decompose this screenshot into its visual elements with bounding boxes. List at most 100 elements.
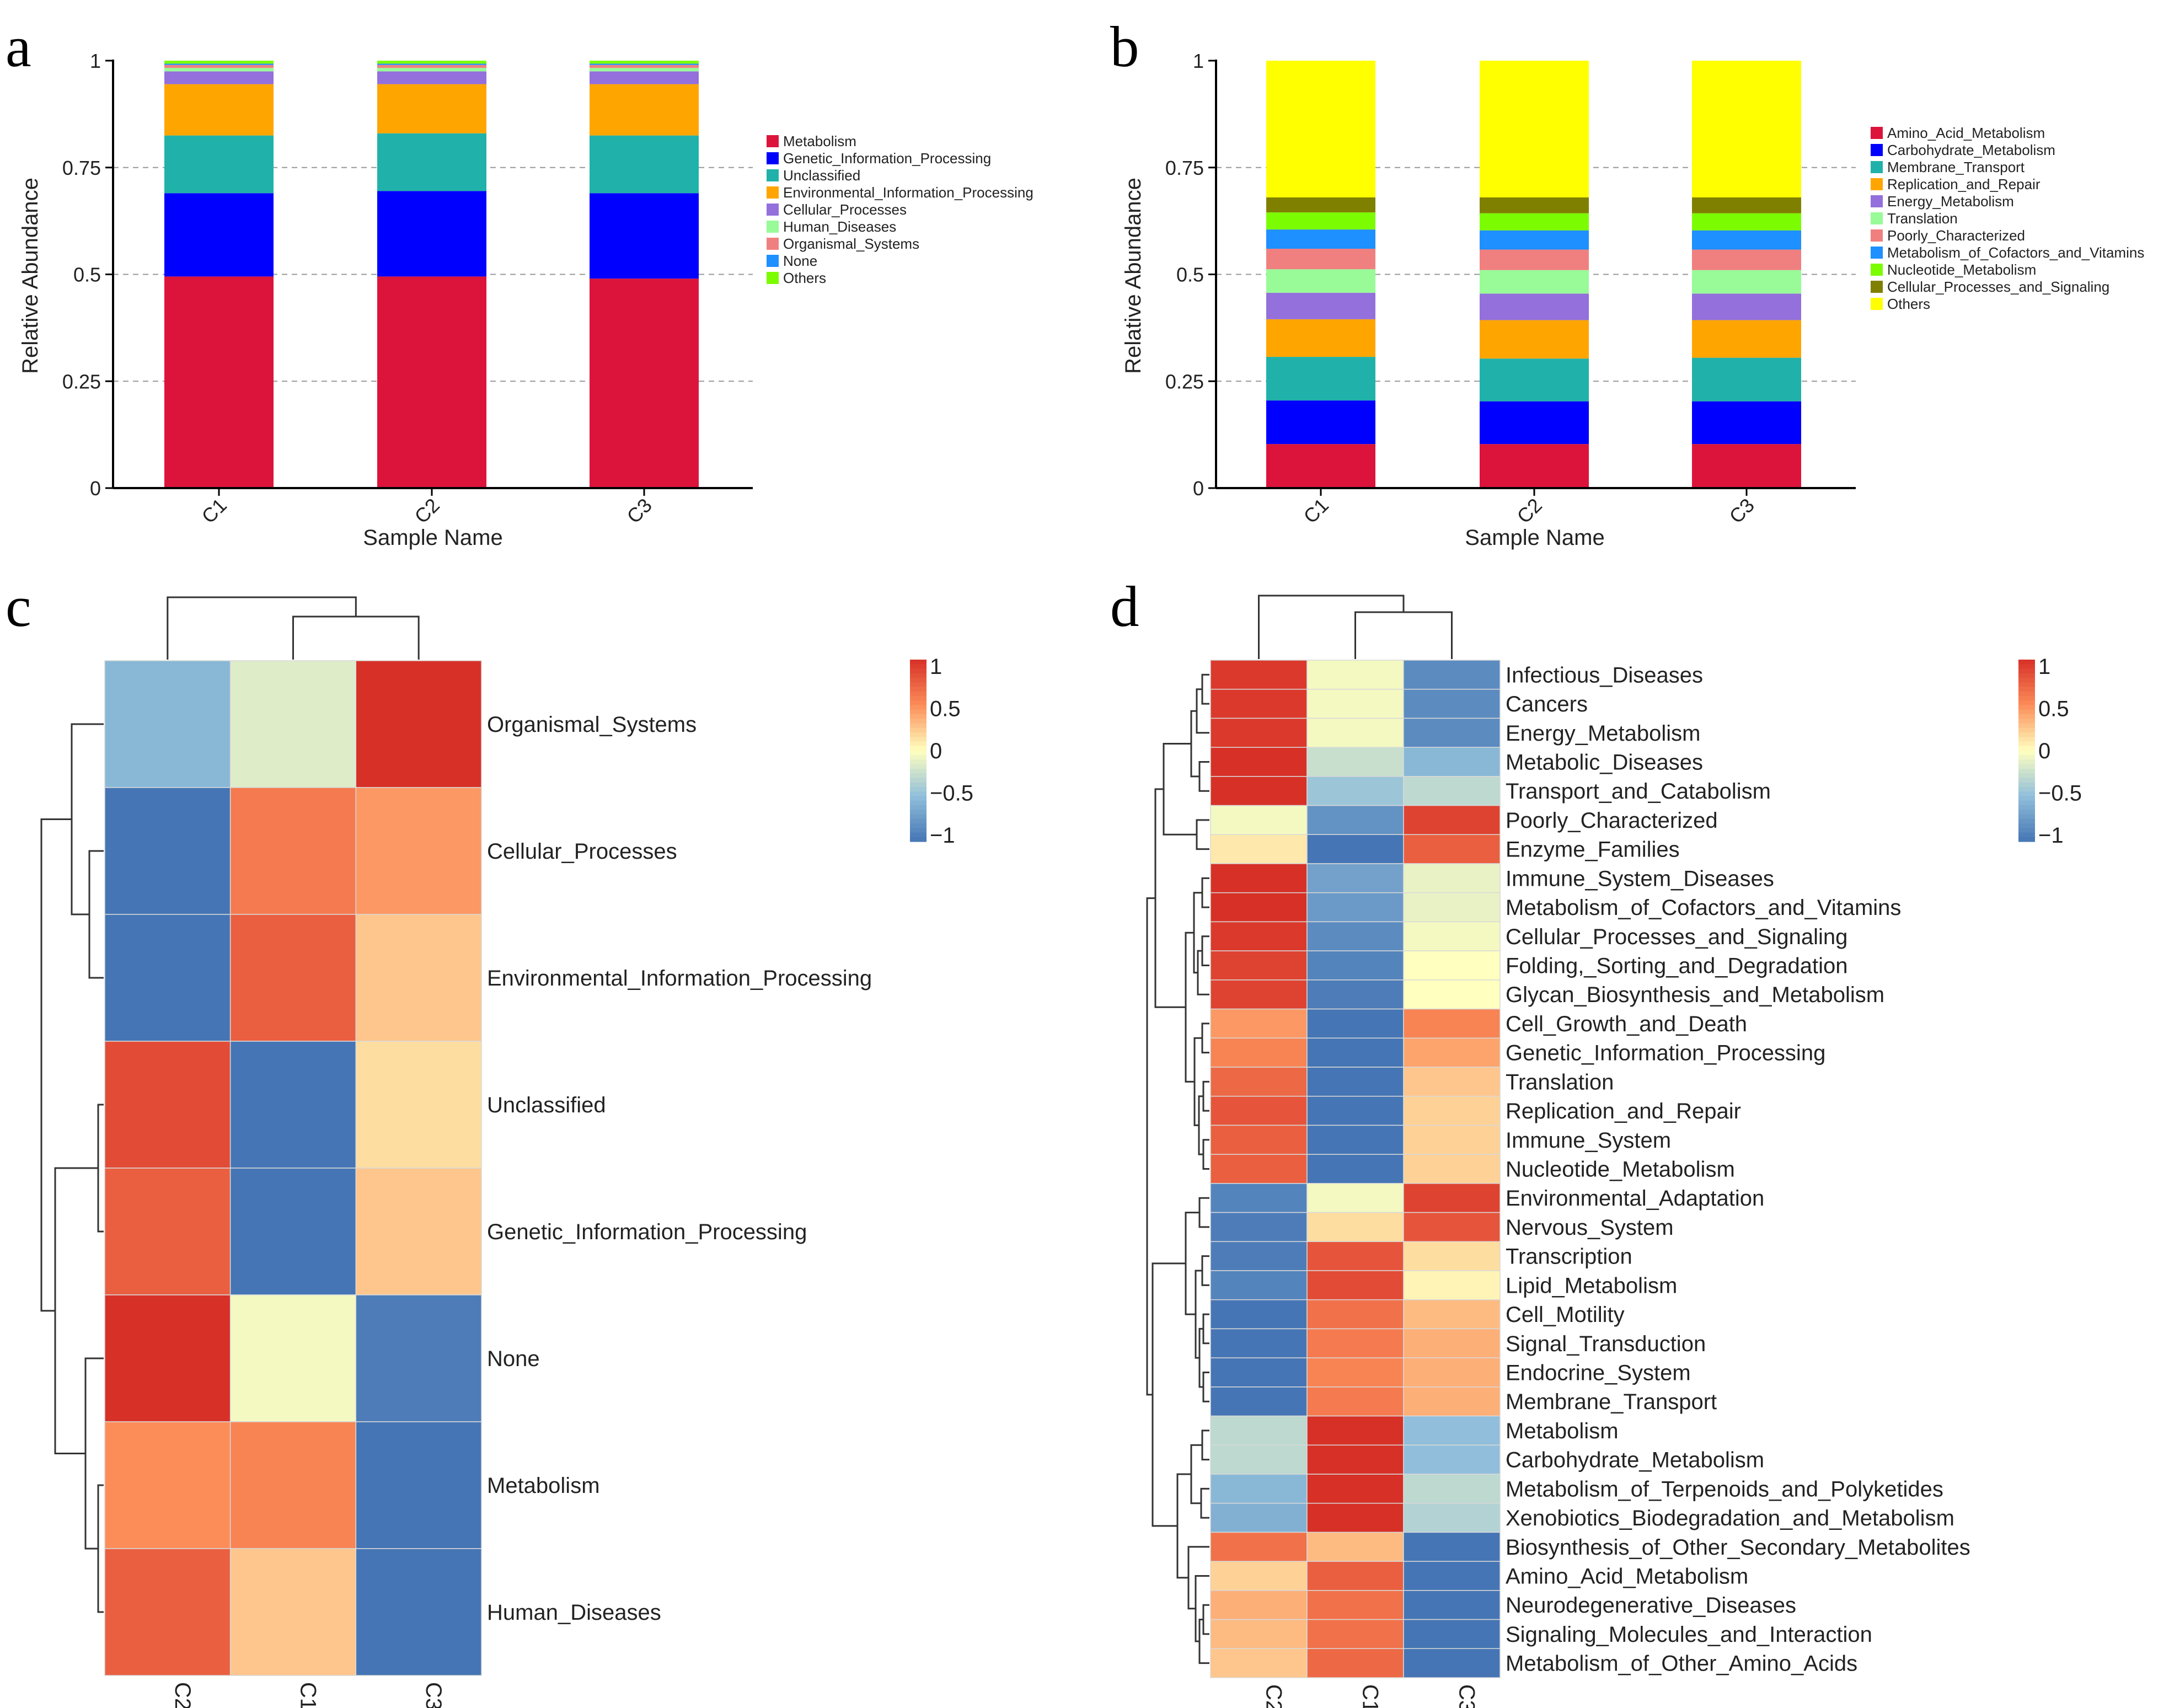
row-labels: Organismal_Systems Cellular_Processes Envi… [487, 713, 872, 1625]
heatmap-cell-translation-c3 [1403, 1067, 1501, 1097]
bar-segment-c1-others [164, 61, 274, 64]
colorbar-tick-label: −1 [2038, 823, 2064, 848]
column-labels: C2 C1 C3 [170, 1682, 446, 1708]
row-label: Amino_Acid_Metabolism [1506, 1565, 1748, 1589]
heatmap-cell-metabolism-c2 [1210, 1415, 1308, 1446]
colorbar-segment [2018, 818, 2035, 824]
colorbar-segment [910, 678, 926, 683]
heatmap-cell-amino-acid-metabolism-c1 [1306, 1561, 1404, 1591]
y-tick-labels: 0 0.25 0.5 0.75 1 [62, 50, 101, 500]
colorbar-segment [910, 705, 926, 710]
heatmap-cell-metabolic-diseases-c2 [1210, 747, 1308, 777]
bar-segment-c2-amino-acid-metabolism [1480, 444, 1589, 488]
legend-swatch [1871, 195, 1883, 207]
colorbar: 1 0.5 0 −0.5 −1 [910, 655, 973, 848]
bars [1266, 61, 1801, 488]
column-label: C1 [1358, 1684, 1383, 1708]
heatmap-cell-folding-sorting-and-degradation-c1 [1306, 950, 1404, 981]
colorbar-segment [2018, 660, 2035, 665]
row-label: Metabolism [487, 1474, 600, 1498]
heatmap-cell-genetic-information-processing-c1 [1306, 1037, 1404, 1068]
colorbar-segment [910, 714, 926, 719]
bar-segment-c3-replication-and-repair [1692, 320, 1801, 358]
colorbar-segment [2018, 700, 2035, 706]
colorbar-segment [910, 664, 926, 670]
y-axis-title: Relative Abundance [1121, 178, 1145, 374]
legend-label: Genetic_Information_Processing [783, 150, 991, 167]
heatmap-cell-metabolism-of-terpenoids-and-polyketides-c3 [1403, 1474, 1501, 1504]
panel-b-stacked-bar-chart: 00.250.50.751 C1 C2 C3 Sample Name Relativ… [1121, 50, 2144, 550]
heatmap-cell-cellular-processes-c3 [355, 787, 482, 915]
colorbar-segment [2018, 678, 2035, 683]
row-label: Translation [1506, 1070, 1614, 1094]
column-label: C3 [421, 1682, 446, 1708]
bar-segment-c3-metabolism-of-cofactors-and-vitamins [1692, 230, 1801, 250]
colorbar-segment [910, 791, 926, 797]
heatmap-cell-metabolism-c1 [229, 1421, 357, 1549]
heatmap-cell-transport-and-catabolism-c3 [1403, 776, 1501, 806]
heatmap-cell-metabolism-of-terpenoids-and-polyketides-c1 [1306, 1474, 1404, 1504]
colorbar-segment [910, 746, 926, 751]
bar-segment-c2-energy-metabolism [1480, 293, 1589, 320]
legend-swatch [1871, 229, 1883, 242]
row-label: Infectious_Diseases [1506, 663, 1703, 687]
row-label: Genetic_Information_Processing [487, 1220, 807, 1244]
heatmap-cell-endocrine-system-c3 [1403, 1357, 1501, 1388]
heatmap-cell-genetic-information-processing-c1 [229, 1168, 357, 1295]
bar-segment-c1-others [1266, 61, 1375, 197]
colorbar-segment [910, 709, 926, 715]
colorbar-segment [910, 732, 926, 737]
panel-label-a: a [6, 14, 31, 79]
colorbar-segment [910, 764, 926, 769]
heatmap-cell-translation-c2 [1210, 1067, 1308, 1097]
heatmap-cell-nucleotide-metabolism-c1 [1306, 1154, 1404, 1184]
heatmap-cell-cell-motility-c3 [1403, 1299, 1501, 1330]
legend-label: Metabolism_of_Cofactors_and_Vitamins [1887, 244, 2144, 261]
row-label: Metabolism_of_Terpenoids_and_Polyketides [1506, 1477, 1943, 1501]
colorbar-segment [2018, 810, 2035, 815]
colorbar-segment [2018, 737, 2035, 742]
heatmap-cell-cellular-processes-and-signaling-c2 [1210, 921, 1308, 951]
heatmap-cell-nervous-system-c1 [1306, 1212, 1404, 1243]
heatmap-cell-cancers-c2 [1210, 688, 1308, 719]
colorbar-segment [910, 810, 926, 815]
colorbar-segment [2018, 732, 2035, 737]
heatmap-cell-folding-sorting-and-degradation-c3 [1403, 950, 1501, 981]
heatmap-cell-environmental-adaptation-c3 [1403, 1183, 1501, 1213]
heatmap-cell-cell-growth-and-death-c1 [1306, 1008, 1404, 1039]
legend-label: Environmental_Information_Processing [783, 184, 1033, 201]
legend-label: None [783, 253, 817, 269]
heatmap-cell-energy-metabolism-c3 [1403, 718, 1501, 748]
bar-segment-c1-organismal-systems [164, 65, 274, 68]
colorbar-segment [2018, 687, 2035, 692]
bar-segment-c2-genetic-information-processing [377, 191, 486, 277]
row-label: Metabolism_of_Other_Amino_Acids [1506, 1652, 1857, 1676]
legend-swatch [1871, 144, 1883, 156]
colorbar-tick-label: −0.5 [2038, 781, 2082, 806]
heatmap-cell-signaling-molecules-and-interaction-c1 [1306, 1619, 1404, 1650]
legend-swatch [767, 152, 779, 164]
heatmap-cell-glycan-biosynthesis-and-metabolism-c3 [1403, 979, 1501, 1010]
heatmap-cell-endocrine-system-c1 [1306, 1357, 1404, 1388]
row-label: Biosynthesis_of_Other_Secondary_Metaboli… [1506, 1535, 1970, 1560]
heatmap-cell-cellular-processes-c2 [104, 787, 231, 915]
panel-d-heatmap: Infectious_Diseases Cancers Energy_Metabol… [1146, 595, 2082, 1708]
legend-swatch [1871, 212, 1883, 224]
heatmap-cell-environmental-information-processing-c2 [104, 914, 231, 1042]
heatmap-cell-replication-and-repair-c3 [1403, 1095, 1501, 1126]
legend-swatch [1871, 247, 1883, 259]
bar-segment-c3-carbohydrate-metabolism [1692, 401, 1801, 445]
colorbar-tick-label: 0 [930, 739, 942, 763]
colorbar-segment [2018, 800, 2035, 806]
bar-segment-c3-metabolism [590, 279, 699, 488]
heatmap-cell-transcription-c2 [1210, 1241, 1308, 1271]
heatmap-cells [1210, 660, 1501, 1678]
heatmap-cell-signaling-molecules-and-interaction-c3 [1403, 1619, 1501, 1650]
heatmap-cell-transport-and-catabolism-c2 [1210, 776, 1308, 806]
bar-segment-c3-environmental-information-processing [590, 84, 699, 136]
legend-swatch [767, 272, 779, 284]
heatmap-cell-nucleotide-metabolism-c3 [1403, 1154, 1501, 1184]
heatmap-cell-cancers-c3 [1403, 688, 1501, 719]
y-axis-title: Relative Abundance [18, 178, 42, 374]
heatmap-cell-amino-acid-metabolism-c2 [1210, 1561, 1308, 1591]
